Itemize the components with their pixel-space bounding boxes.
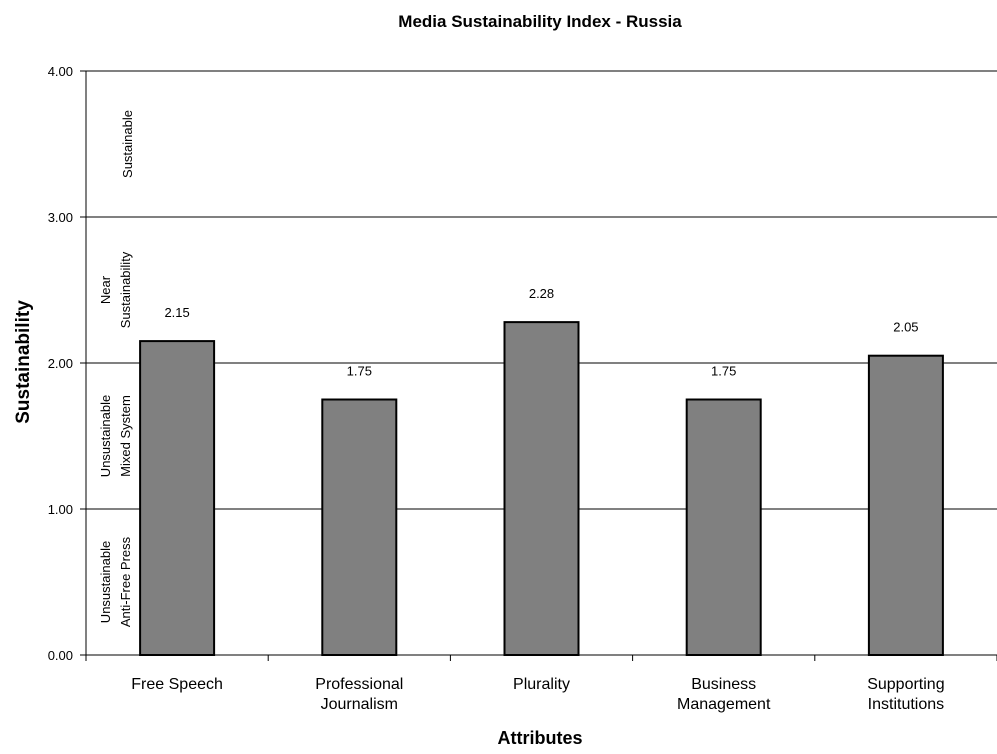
y-tick-label: 0.00 <box>48 648 73 663</box>
band-label: Near <box>98 275 113 304</box>
data-label: 2.28 <box>529 286 554 301</box>
band-label: Mixed System <box>118 395 133 477</box>
bar <box>139 340 216 656</box>
band-labels: Unsustainable Anti-Free Press Unsustainabl… <box>98 110 135 627</box>
x-tick-label: Management <box>677 696 771 713</box>
x-tick-label: Free Speech <box>131 676 223 693</box>
bar <box>321 398 398 656</box>
bar <box>867 354 944 656</box>
x-tick-label: Plurality <box>513 676 570 693</box>
y-axis-title: Sustainability <box>13 300 34 424</box>
x-tick-label: Institutions <box>868 696 944 713</box>
y-tick-label: 2.00 <box>48 356 73 371</box>
x-tick-label: Journalism <box>321 696 398 713</box>
x-tick-label: Supporting <box>867 676 944 693</box>
bars: 2.15 1.75 2.28 1.75 2.05 <box>139 286 944 656</box>
chart-title: Media Sustainability Index - Russia <box>398 12 682 31</box>
data-label: 1.75 <box>711 364 736 379</box>
x-tick-label: Professional <box>315 676 403 693</box>
y-tick-label: 4.00 <box>48 64 73 79</box>
y-tick-label: 3.00 <box>48 210 73 225</box>
y-tick-label: 1.00 <box>48 502 73 517</box>
x-axis-title: Attributes <box>498 728 583 748</box>
band-label: Anti-Free Press <box>118 536 133 627</box>
band-label: Sustainable <box>120 110 135 178</box>
band-label: Unsustainable <box>98 541 113 623</box>
data-label: 2.05 <box>893 320 918 335</box>
bar <box>685 398 762 656</box>
data-label: 1.75 <box>347 364 372 379</box>
bar <box>503 321 580 656</box>
x-tick-label: Business <box>691 676 756 693</box>
band-label: Sustainability <box>118 251 133 328</box>
band-label: Unsustainable <box>98 395 113 477</box>
axes: 0.00 1.00 2.00 3.00 4.00 Free Speech Professio… <box>48 64 997 713</box>
data-label: 2.15 <box>164 305 189 320</box>
